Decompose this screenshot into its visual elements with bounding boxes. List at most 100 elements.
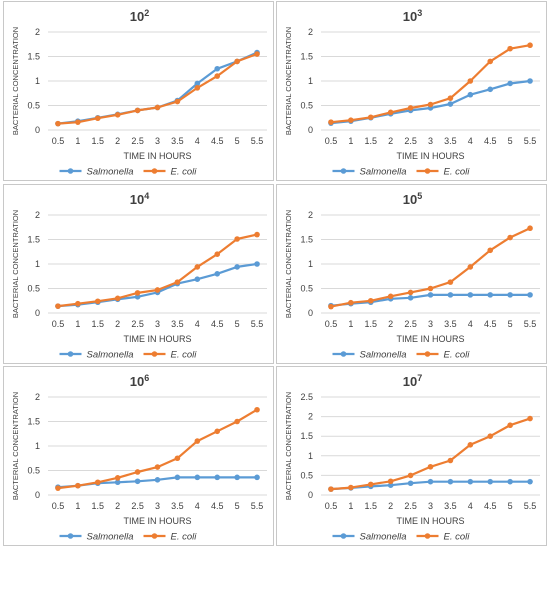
y-tick-label: 2 <box>35 392 40 402</box>
y-tick-label: 1.5 <box>27 417 40 427</box>
y-axis-label: BACTERIAL CONCENTRATION <box>11 27 20 135</box>
data-point <box>134 290 141 296</box>
data-point <box>75 119 81 125</box>
data-point <box>194 264 201 270</box>
data-point <box>114 295 121 302</box>
x-tick-label: 1.5 <box>92 319 105 329</box>
x-tick-label: 3 <box>155 501 160 511</box>
data-point <box>507 80 513 87</box>
legend-label: Salmonella <box>87 532 134 543</box>
legend-swatch-marker <box>340 533 347 539</box>
chart-title-base: 10 <box>130 9 144 24</box>
x-tick-label: 1 <box>75 501 80 511</box>
data-point <box>154 287 161 293</box>
data-point <box>194 85 201 91</box>
chart-title-base: 10 <box>130 374 144 389</box>
x-tick-label: 4 <box>195 501 200 511</box>
x-tick-label: 2.5 <box>404 319 417 329</box>
x-tick-label: 2.5 <box>131 136 144 146</box>
y-tick-label: 1.5 <box>300 52 313 62</box>
y-tick-label: 1 <box>308 76 313 86</box>
chart-panel: 107 0 0.5 1 1.5 2 2.5 0.5 1 1.5 2 2.5 3 3.5 4 4.5 5 5.5 TI… <box>276 366 547 546</box>
y-tick-label: 0 <box>308 308 313 318</box>
data-point <box>427 101 434 108</box>
legend-swatch-marker <box>67 533 74 539</box>
data-point <box>328 303 334 310</box>
data-point <box>154 477 161 483</box>
data-point <box>348 117 354 123</box>
x-axis-label: TIME IN HOURS <box>396 151 464 161</box>
legend-label: E. coli <box>444 350 471 361</box>
y-tick-label: 0.5 <box>300 284 313 294</box>
y-axis-label: BACTERIAL CONCENTRATION <box>11 210 20 318</box>
data-point <box>427 292 434 298</box>
x-tick-label: 2.5 <box>131 501 144 511</box>
legend-swatch-marker <box>151 533 158 539</box>
line-chart: 107 0 0.5 1 1.5 2 2.5 0.5 1 1.5 2 2.5 3 3.5 4 4.5 5 5.5 TI… <box>284 373 540 543</box>
data-point <box>387 482 394 488</box>
chart-title-base: 10 <box>403 192 417 207</box>
chart-panel: 106 0 0.5 1 1.5 2 0.5 1 1.5 2 2.5 3 3.5 4 4.5 5 5.5 TIME … <box>3 366 274 546</box>
x-tick-label: 4.5 <box>484 319 497 329</box>
x-axis-label: TIME IN HOURS <box>396 334 464 344</box>
data-point <box>367 481 374 488</box>
legend-label: E. coli <box>171 350 198 361</box>
y-tick-label: 1.5 <box>27 235 40 245</box>
x-tick-label: 2 <box>388 319 393 329</box>
data-point <box>527 78 533 84</box>
data-point <box>134 107 141 114</box>
chart-title: 107 <box>403 373 422 389</box>
data-point <box>94 115 101 122</box>
data-point <box>234 418 240 425</box>
x-tick-label: 2 <box>115 501 120 511</box>
x-tick-label: 1.5 <box>92 136 105 146</box>
data-point <box>234 474 240 481</box>
data-point <box>407 289 414 296</box>
x-tick-label: 3.5 <box>171 319 184 329</box>
chart-title-exponent: 5 <box>417 191 422 201</box>
data-point <box>447 101 454 107</box>
data-point <box>407 480 414 487</box>
data-point <box>254 51 260 57</box>
data-point <box>114 479 121 486</box>
y-tick-label: 0.5 <box>27 466 40 476</box>
x-tick-label: 5.5 <box>251 319 264 329</box>
data-point <box>134 469 141 475</box>
data-point <box>194 438 201 444</box>
data-point <box>348 484 354 491</box>
chart-title-base: 10 <box>403 9 417 24</box>
x-tick-label: 1 <box>348 319 353 329</box>
x-tick-label: 3.5 <box>171 501 184 511</box>
data-point <box>94 298 101 305</box>
data-point <box>254 474 260 481</box>
data-point <box>407 472 414 479</box>
data-point <box>194 276 201 282</box>
data-point <box>348 299 354 306</box>
x-tick-label: 1.5 <box>365 501 378 511</box>
x-tick-label: 1.5 <box>365 319 378 329</box>
y-axis-label: BACTERIAL CONCENTRATION <box>284 210 293 318</box>
legend-swatch-marker <box>424 533 431 539</box>
data-point <box>427 285 434 292</box>
x-tick-label: 3 <box>428 136 433 146</box>
x-tick-label: 1 <box>348 136 353 146</box>
y-tick-label: 0 <box>35 490 40 500</box>
y-tick-label: 1 <box>35 76 40 86</box>
y-axis-label: BACTERIAL CONCENTRATION <box>11 392 20 500</box>
series-line-salmonella <box>57 262 258 308</box>
x-tick-label: 4.5 <box>211 501 224 511</box>
x-tick-label: 0.5 <box>325 136 338 146</box>
y-tick-label: 2 <box>308 27 313 37</box>
data-point <box>134 294 141 300</box>
data-point <box>407 295 414 301</box>
data-point <box>94 479 101 486</box>
x-tick-label: 2 <box>115 319 120 329</box>
y-tick-label: 1 <box>308 451 313 461</box>
legend-swatch-marker <box>67 168 74 174</box>
data-point <box>75 300 81 307</box>
x-tick-label: 4 <box>468 319 473 329</box>
x-tick-label: 3.5 <box>444 319 457 329</box>
data-point <box>487 247 494 254</box>
data-point <box>527 42 533 49</box>
